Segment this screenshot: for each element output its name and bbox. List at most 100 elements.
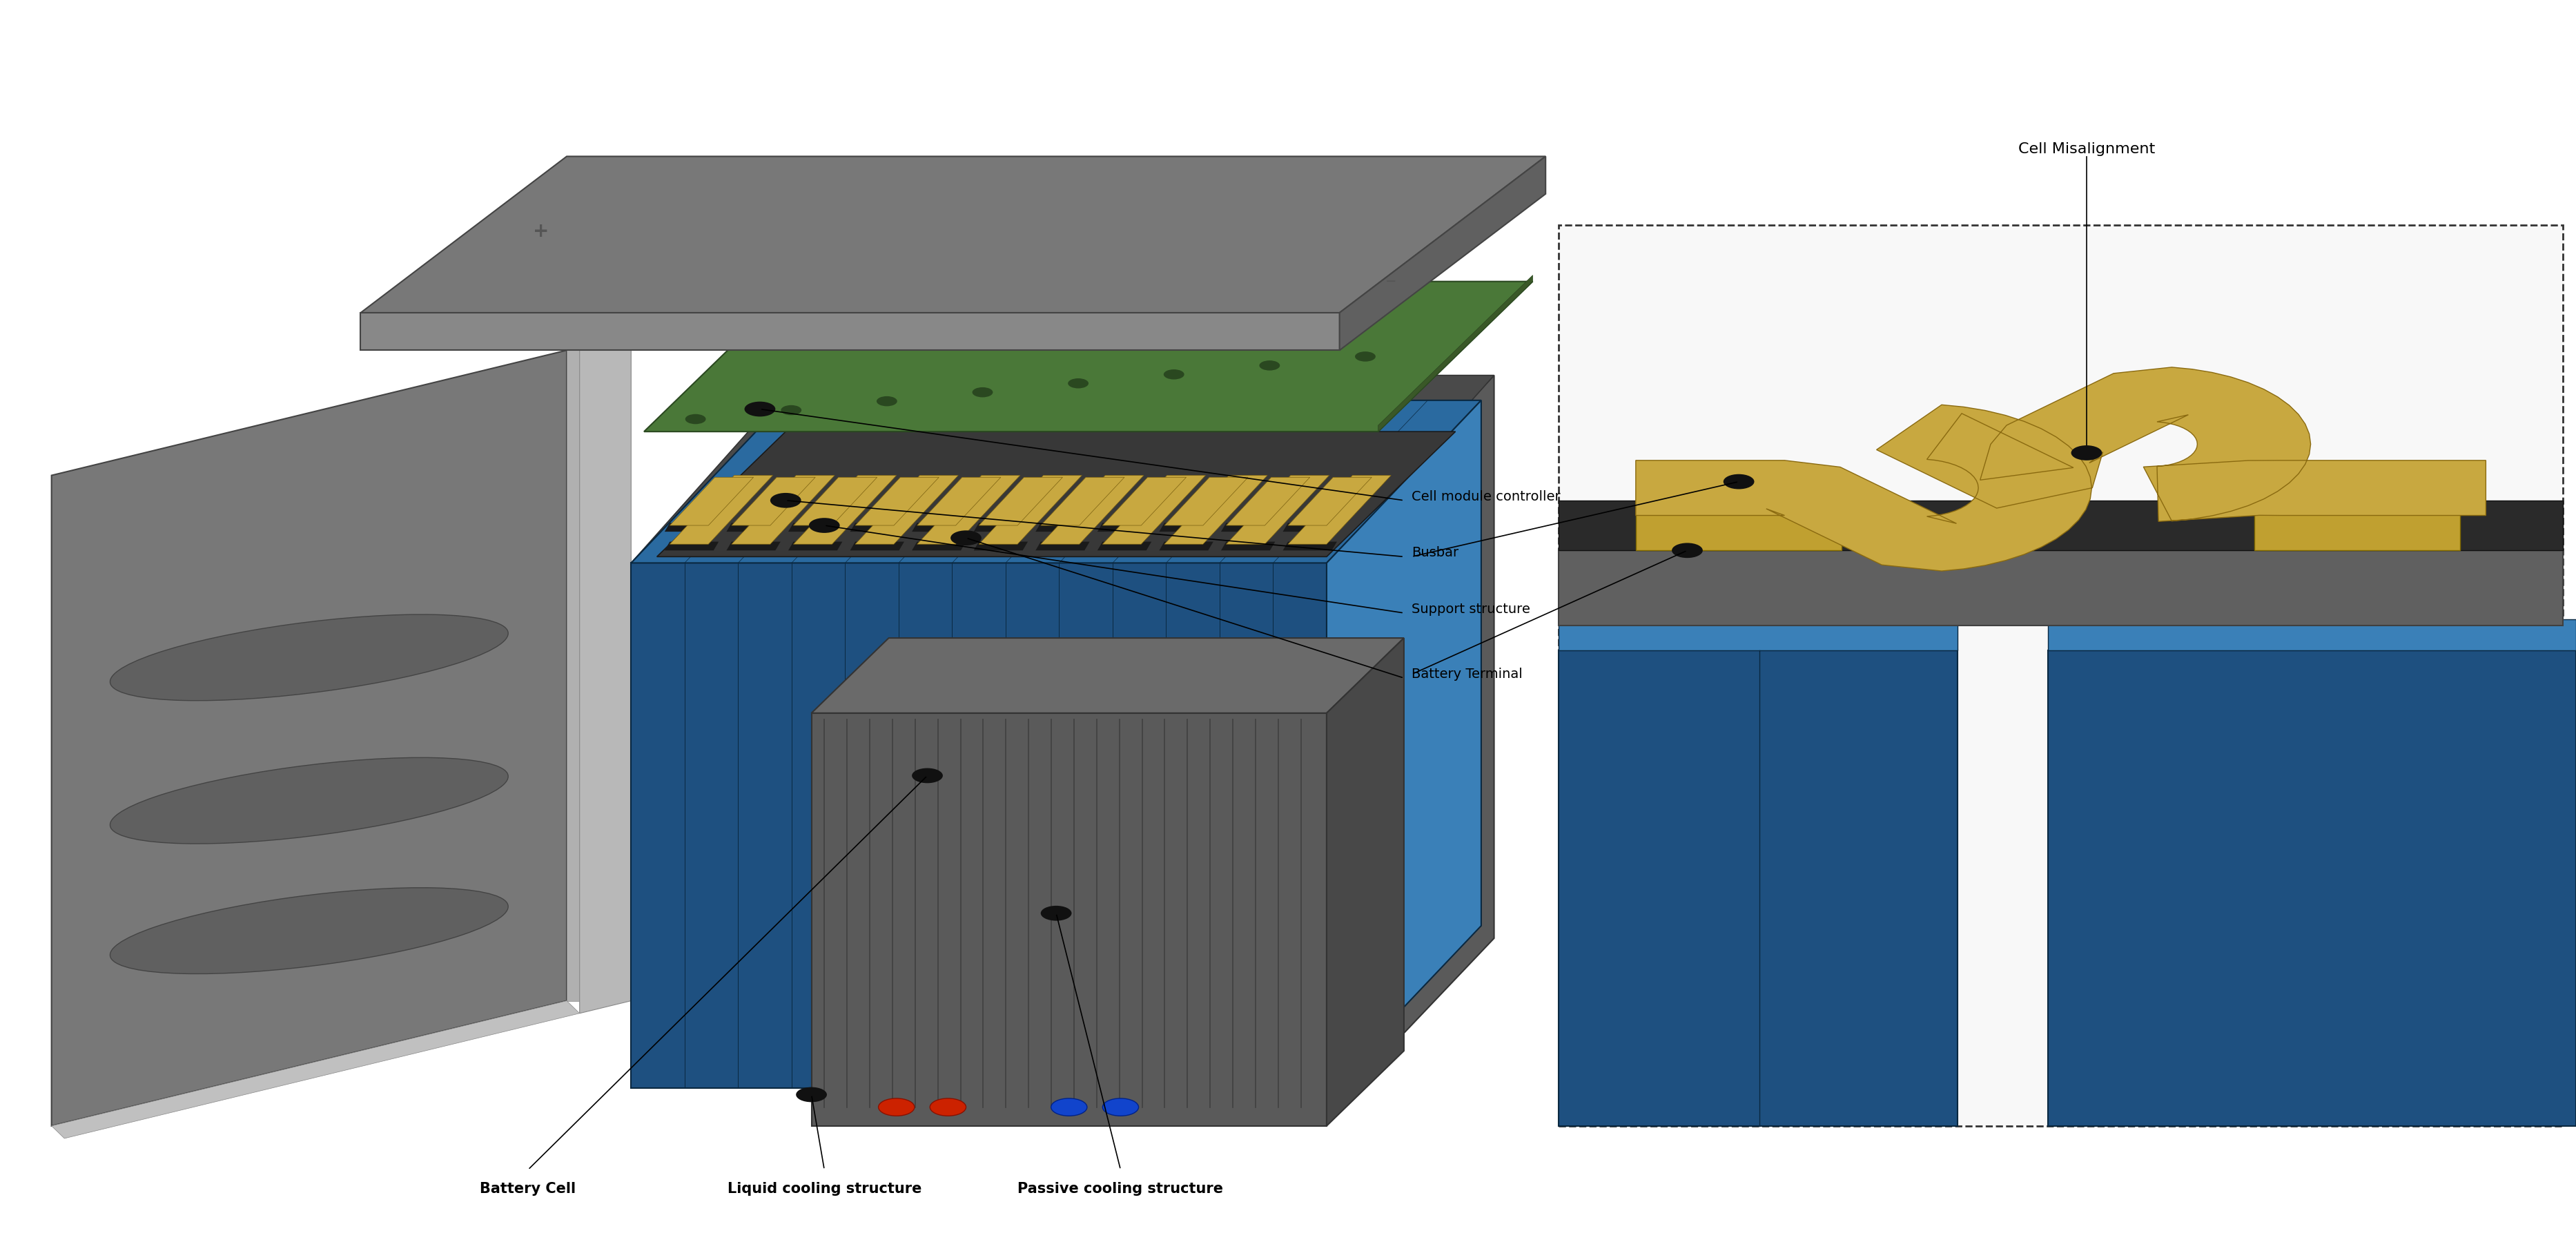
Polygon shape [361, 156, 1546, 313]
Polygon shape [726, 523, 781, 532]
Polygon shape [644, 281, 1533, 432]
Circle shape [912, 768, 943, 783]
Circle shape [770, 493, 801, 508]
Bar [1558, 225, 2563, 1126]
Polygon shape [1283, 523, 1337, 532]
Polygon shape [580, 338, 631, 1013]
Polygon shape [1103, 475, 1206, 544]
Polygon shape [1378, 275, 1533, 432]
Polygon shape [912, 542, 966, 550]
Polygon shape [1340, 156, 1546, 350]
Bar [1558, 500, 2563, 550]
Polygon shape [52, 350, 567, 1126]
Bar [1558, 651, 1958, 1126]
Polygon shape [788, 542, 842, 550]
Polygon shape [1164, 478, 1249, 525]
Circle shape [878, 1098, 914, 1116]
Polygon shape [52, 1001, 580, 1138]
Ellipse shape [111, 888, 507, 973]
Text: Cell Misalignment: Cell Misalignment [2017, 143, 2156, 156]
Polygon shape [788, 523, 842, 532]
Polygon shape [732, 475, 835, 544]
Circle shape [951, 530, 981, 545]
Circle shape [1103, 1098, 1139, 1116]
Ellipse shape [111, 614, 507, 701]
Polygon shape [1103, 478, 1185, 525]
Circle shape [809, 518, 840, 533]
Polygon shape [726, 542, 781, 550]
Polygon shape [917, 478, 999, 525]
Polygon shape [1226, 478, 1309, 525]
Polygon shape [361, 313, 1340, 350]
Polygon shape [631, 400, 1481, 563]
Circle shape [1051, 1098, 1087, 1116]
Circle shape [781, 405, 801, 415]
Polygon shape [1327, 638, 1404, 1126]
Polygon shape [1288, 478, 1370, 525]
Polygon shape [979, 475, 1082, 544]
Polygon shape [631, 563, 1327, 1088]
Polygon shape [1340, 375, 1494, 1101]
Text: −: − [1386, 275, 1396, 288]
Polygon shape [1036, 523, 1090, 532]
Bar [1558, 619, 1958, 651]
Text: Liquid cooling structure: Liquid cooling structure [726, 1182, 922, 1196]
Polygon shape [974, 542, 1028, 550]
Text: Cell module controller: Cell module controller [1412, 490, 1561, 503]
Polygon shape [732, 478, 814, 525]
Polygon shape [979, 478, 1064, 525]
Circle shape [1041, 906, 1072, 921]
Text: Support structure: Support structure [1412, 603, 1530, 615]
Polygon shape [1041, 475, 1144, 544]
Text: Busbar: Busbar [1412, 547, 1458, 559]
Text: Passive cooling structure: Passive cooling structure [1018, 1182, 1224, 1196]
Polygon shape [657, 432, 1455, 557]
Polygon shape [1221, 523, 1275, 532]
Polygon shape [1097, 542, 1151, 550]
Polygon shape [1164, 475, 1267, 544]
Bar [1558, 550, 2563, 626]
Bar [1558, 225, 2563, 1126]
Polygon shape [1159, 542, 1213, 550]
Polygon shape [793, 478, 876, 525]
Circle shape [1672, 543, 1703, 558]
Polygon shape [1159, 523, 1213, 532]
Polygon shape [670, 478, 755, 525]
Polygon shape [855, 475, 958, 544]
Polygon shape [811, 713, 1327, 1126]
Circle shape [796, 1087, 827, 1102]
Polygon shape [670, 475, 773, 544]
Polygon shape [1041, 478, 1126, 525]
Polygon shape [1283, 542, 1337, 550]
Circle shape [1355, 352, 1376, 362]
Polygon shape [912, 523, 966, 532]
Polygon shape [1288, 475, 1391, 544]
Polygon shape [793, 475, 896, 544]
Polygon shape [1221, 542, 1275, 550]
Text: Battery Terminal: Battery Terminal [1412, 668, 1522, 681]
Polygon shape [1226, 475, 1329, 544]
Polygon shape [917, 475, 1020, 544]
Bar [1636, 488, 1842, 550]
Circle shape [2071, 445, 2102, 460]
Circle shape [744, 402, 775, 417]
Bar [2254, 488, 2460, 550]
Polygon shape [850, 542, 904, 550]
Circle shape [971, 388, 992, 398]
Circle shape [1164, 369, 1185, 379]
Polygon shape [1327, 400, 1481, 1088]
Text: Battery Cell: Battery Cell [479, 1182, 577, 1196]
Polygon shape [1097, 523, 1151, 532]
Polygon shape [567, 350, 618, 1001]
Text: +: + [533, 221, 549, 241]
Polygon shape [974, 523, 1028, 532]
Bar [2048, 651, 2576, 1126]
Circle shape [1260, 360, 1280, 370]
Circle shape [1723, 474, 1754, 489]
Circle shape [1069, 378, 1090, 388]
Polygon shape [665, 542, 719, 550]
Circle shape [876, 397, 896, 407]
Circle shape [685, 414, 706, 424]
Polygon shape [665, 523, 719, 532]
Polygon shape [631, 375, 1494, 563]
